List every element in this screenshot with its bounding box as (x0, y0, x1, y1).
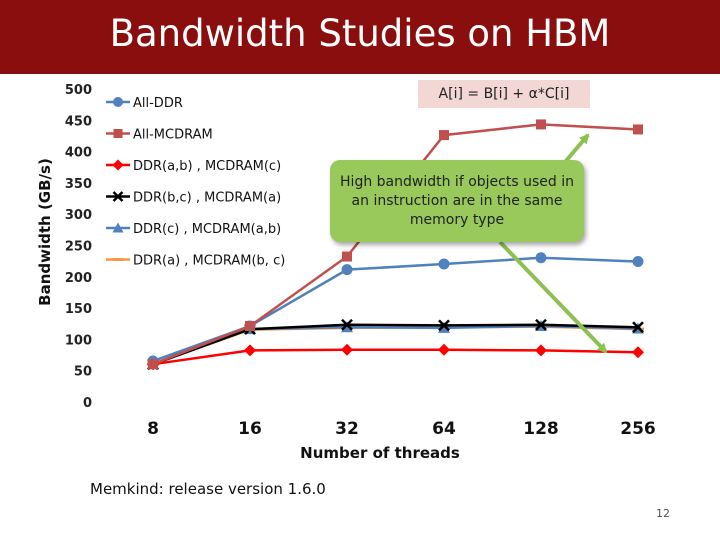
legend-item: DDR(c) , MCDRAM(a,b) (106, 222, 281, 237)
data-point (113, 97, 123, 107)
series-line (152, 323, 639, 366)
y-tick-label: 150 (65, 302, 92, 317)
legend-label: DDR(b,c) , MCDRAM(a) (133, 191, 281, 206)
data-point (536, 119, 546, 130)
data-point (245, 321, 255, 332)
data-point (535, 344, 547, 357)
y-tick-label: 300 (65, 208, 92, 223)
legend-label: DDR(a,b) , MCDRAM(c) (133, 159, 281, 174)
data-point (342, 251, 352, 262)
legend-item: All-DDR (106, 96, 183, 111)
x-tick-label: 32 (335, 419, 359, 439)
series-line (152, 324, 639, 366)
y-tick-label: 200 (65, 271, 92, 286)
x-tick-label: 64 (432, 419, 456, 439)
y-tick-label: 350 (65, 177, 92, 192)
footer-note: Memkind: release version 1.6.0 (90, 480, 326, 498)
series-5 (147, 325, 644, 366)
formula-box: A[i] = B[i] + α*C[i] (418, 80, 590, 108)
data-point (633, 124, 643, 135)
y-tick-label: 0 (83, 396, 92, 411)
series-line (152, 348, 639, 366)
data-point (341, 343, 353, 356)
data-point (112, 159, 124, 171)
y-tick-label: 50 (74, 365, 92, 380)
data-point (632, 321, 644, 334)
legend-item: DDR(a,b) , MCDRAM(c) (106, 159, 281, 174)
legend-label: DDR(c) , MCDRAM(a,b) (133, 222, 281, 237)
title-bar (0, 0, 720, 74)
series-line (152, 325, 639, 366)
data-point (341, 318, 353, 331)
data-point (535, 252, 547, 264)
x-tick-label: 8 (147, 419, 159, 439)
series-2 (147, 343, 644, 371)
y-tick-label: 400 (65, 146, 92, 161)
data-point (112, 191, 124, 202)
legend-label: DDR(a) , MCDRAM(b, c) (133, 254, 285, 269)
page-number: 12 (656, 507, 670, 520)
x-tick-label: 128 (523, 419, 559, 439)
data-point (438, 319, 450, 332)
data-point (112, 222, 124, 233)
legend-item: All-MCDRAM (106, 128, 213, 143)
data-point (632, 346, 644, 359)
data-point (113, 129, 123, 138)
data-point (341, 264, 353, 276)
x-tick-label: 256 (620, 419, 656, 439)
data-point (148, 359, 158, 370)
legend-item: DDR(a) , MCDRAM(b, c) (106, 254, 285, 269)
callout-arrow-down (498, 240, 608, 354)
data-point (244, 344, 256, 357)
data-point (438, 258, 450, 270)
legend-label: All-MCDRAM (133, 128, 213, 143)
data-point (438, 343, 450, 356)
data-point (535, 318, 547, 331)
y-axis-title: Bandwidth (GB/s) (36, 158, 54, 306)
y-tick-label: 100 (65, 333, 92, 348)
callout-box: High bandwidth if objects used in an ins… (330, 160, 584, 242)
y-tick-label: 450 (65, 114, 92, 129)
slide-title: Bandwidth Studies on HBM (109, 12, 611, 55)
x-tick-label: 16 (238, 419, 262, 439)
x-axis-title: Number of threads (300, 444, 460, 462)
y-tick-label: 250 (65, 240, 92, 255)
legend-label: All-DDR (133, 96, 183, 111)
y-tick-label: 500 (65, 83, 92, 98)
data-point (632, 256, 644, 268)
data-point (439, 130, 449, 141)
legend-item: DDR(b,c) , MCDRAM(a) (106, 191, 281, 206)
series-4 (147, 320, 644, 370)
